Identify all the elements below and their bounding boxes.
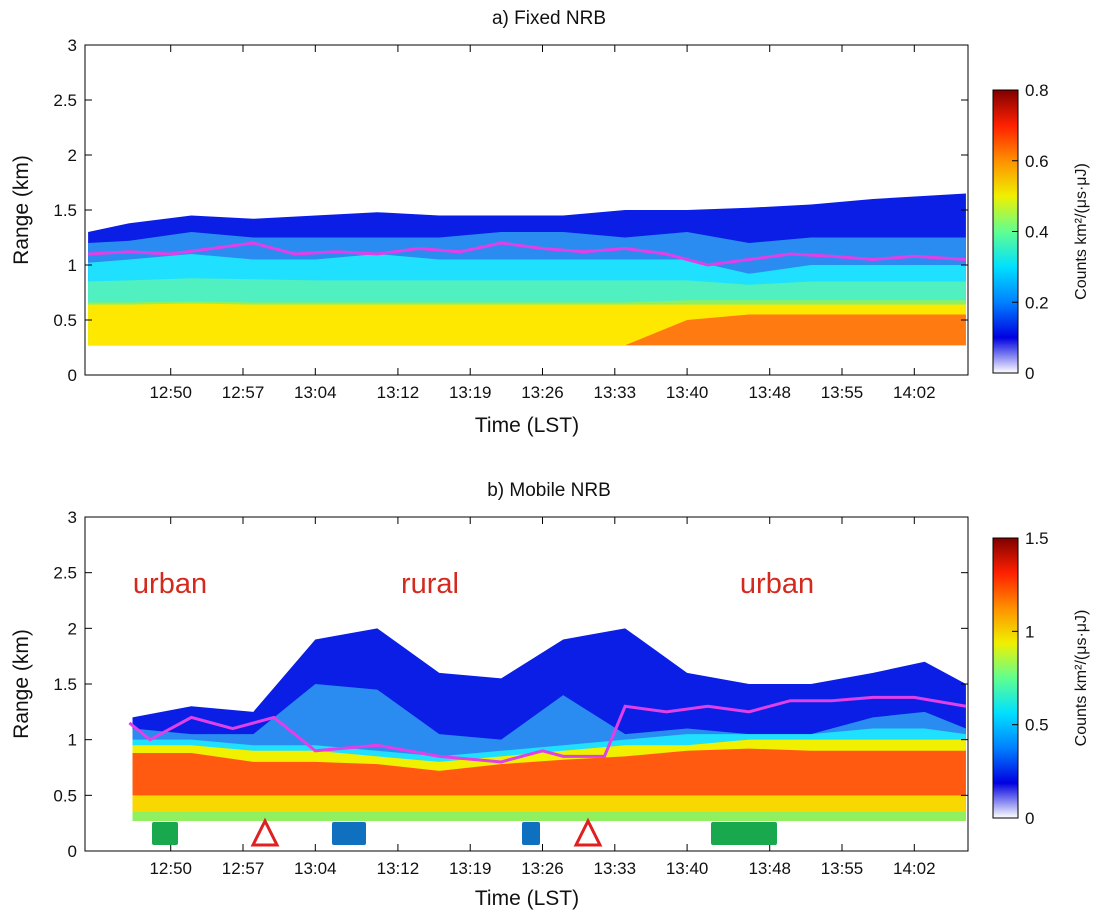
triangle-marker	[250, 817, 280, 847]
y-axis-label: Range (km)	[10, 629, 33, 739]
y-tick-label: 3	[68, 36, 77, 55]
colorbar-tick-label: 1.5	[1025, 529, 1049, 548]
contour-band	[88, 314, 966, 346]
x-tick-label: 14:02	[893, 383, 936, 402]
x-tick-label: 12:57	[222, 859, 265, 878]
chart-title: b) Mobile NRB	[487, 480, 611, 501]
x-tick-label: 13:04	[294, 383, 337, 402]
x-tick-label: 13:33	[594, 859, 637, 878]
y-tick-label: 1.5	[53, 201, 77, 220]
x-tick-label: 12:50	[149, 859, 192, 878]
region-annotation: rural	[401, 568, 459, 600]
colorbar-tick-label: 0	[1025, 364, 1034, 383]
colorbar-label: Counts km²/(μs·μJ)	[1073, 163, 1090, 300]
x-tick-label: 13:26	[521, 383, 564, 402]
colorbar-tick-label: 0	[1025, 809, 1034, 828]
x-tick-label: 13:12	[377, 859, 420, 878]
x-tick-label: 13:40	[666, 859, 709, 878]
colorbar-tick-label: 0.5	[1025, 716, 1049, 735]
region-annotation: urban	[133, 568, 207, 600]
x-tick-label: 14:02	[893, 859, 936, 878]
x-tick-label: 13:12	[377, 383, 420, 402]
colorbar-label: Counts km²/(μs·μJ)	[1073, 610, 1090, 747]
x-axis-label: Time (LST)	[475, 414, 579, 437]
colorbar-tick-label: 0.4	[1025, 223, 1049, 242]
y-tick-label: 2	[68, 146, 77, 165]
x-tick-label: 13:04	[294, 859, 337, 878]
x-tick-label: 13:55	[821, 859, 864, 878]
urban-marker	[711, 822, 777, 845]
colorbar-tick-label: 0.8	[1025, 81, 1049, 100]
region-annotation: urban	[740, 568, 814, 600]
y-tick-label: 0.5	[53, 311, 77, 330]
y-tick-label: 1.5	[53, 675, 77, 694]
y-tick-label: 0	[68, 366, 77, 385]
colorbar-tick-label: 1	[1025, 622, 1034, 641]
x-tick-label: 13:55	[821, 383, 864, 402]
y-axis-label: Range (km)	[10, 155, 33, 265]
y-tick-label: 2	[68, 619, 77, 638]
rural-marker	[522, 822, 540, 845]
urban-marker	[152, 822, 178, 845]
x-tick-label: 12:50	[149, 383, 192, 402]
y-tick-label: 2.5	[53, 91, 77, 110]
colorbar	[992, 537, 1019, 819]
chart-title: a) Fixed NRB	[492, 8, 606, 29]
x-tick-label: 13:19	[449, 859, 492, 878]
y-tick-label: 0.5	[53, 786, 77, 805]
x-axis-label: Time (LST)	[475, 887, 579, 910]
rural-marker	[332, 822, 366, 845]
x-tick-label: 13:33	[594, 383, 637, 402]
y-tick-label: 3	[68, 508, 77, 527]
plot-area	[88, 193, 967, 346]
triangle-marker	[573, 817, 603, 847]
x-tick-label: 12:57	[222, 383, 265, 402]
contour-band	[132, 812, 966, 821]
colorbar-tick-label: 0.2	[1025, 293, 1049, 312]
boundary-layer-line	[88, 241, 967, 267]
y-tick-label: 0	[68, 842, 77, 861]
x-tick-label: 13:48	[748, 383, 791, 402]
y-tick-label: 1	[68, 256, 77, 275]
x-tick-label: 13:40	[666, 383, 709, 402]
x-tick-label: 13:19	[449, 383, 492, 402]
boundary-layer-line	[128, 695, 967, 764]
plot-area	[128, 628, 967, 821]
x-tick-label: 13:48	[748, 859, 791, 878]
colorbar-tick-label: 0.6	[1025, 152, 1049, 171]
y-tick-label: 2.5	[53, 564, 77, 583]
route-markers	[152, 817, 777, 847]
x-tick-label: 13:26	[521, 859, 564, 878]
y-tick-label: 1	[68, 731, 77, 750]
